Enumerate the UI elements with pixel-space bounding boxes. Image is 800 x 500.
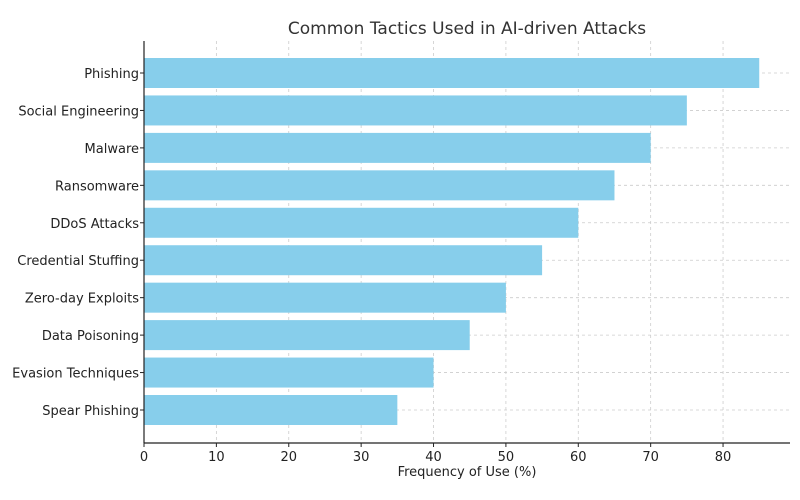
y-tick-label: Ransomware xyxy=(55,179,139,194)
y-tick-label: Zero-day Exploits xyxy=(25,292,139,307)
y-tick-label: Data Poisoning xyxy=(42,329,139,344)
x-ticks: 0 10 20 30 40 50 60 70 80 xyxy=(140,443,731,465)
x-tick-label: 80 xyxy=(715,450,732,465)
bar-social-engineering xyxy=(144,95,687,126)
y-tick-label: Phishing xyxy=(84,67,139,82)
bar-data-poisoning xyxy=(144,320,470,351)
bar-credential-stuffing xyxy=(144,245,543,276)
x-tick-label: 0 xyxy=(140,450,148,465)
x-tick-label: 50 xyxy=(498,450,515,465)
x-axis-label: Frequency of Use (%) xyxy=(398,465,537,480)
x-tick-label: 40 xyxy=(425,450,442,465)
bar-evasion-techniques xyxy=(144,357,434,388)
y-tick-label: Spear Phishing xyxy=(42,404,139,419)
x-tick-label: 30 xyxy=(353,450,370,465)
bar-phishing xyxy=(144,58,760,88)
y-tick-label: Credential Stuffing xyxy=(17,254,139,269)
y-tick-label: Social Engineering xyxy=(18,104,139,119)
x-tick-label: 60 xyxy=(570,450,587,465)
bar-ddos-attacks xyxy=(144,207,579,238)
bar-malware xyxy=(144,132,651,163)
x-tick-label: 20 xyxy=(280,450,297,465)
x-tick-label: 10 xyxy=(208,450,225,465)
bar-spear-phishing xyxy=(144,395,398,425)
bars xyxy=(144,58,760,425)
x-tick-label: 70 xyxy=(642,450,659,465)
y-ticks: Phishing Social Engineering Malware Ransomw… xyxy=(12,67,144,419)
bar-ransomware xyxy=(144,170,615,201)
bar-zero-day-exploits xyxy=(144,282,506,313)
y-tick-label: DDoS Attacks xyxy=(50,217,139,232)
chart-title: Common Tactics Used in AI-driven Attacks xyxy=(288,19,646,39)
axes xyxy=(143,41,790,444)
y-tick-label: Evasion Techniques xyxy=(12,367,139,382)
y-tick-label: Malware xyxy=(85,142,139,157)
